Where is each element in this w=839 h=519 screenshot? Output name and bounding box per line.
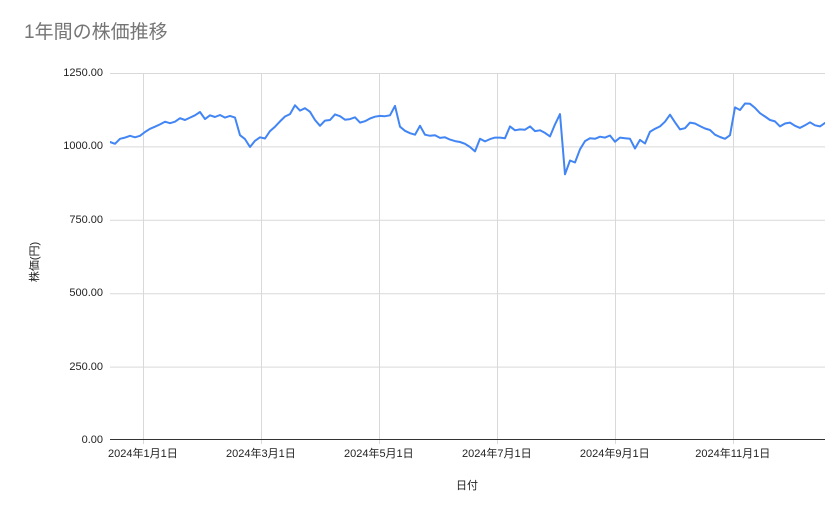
plot-area	[110, 73, 825, 444]
x-tick-label: 2024年5月1日	[343, 448, 414, 460]
y-axis-title: 株価(円)	[29, 241, 41, 283]
y-tick-label: 0.00	[81, 434, 103, 446]
price-line	[110, 102, 825, 176]
x-tick-label: 2024年7月1日	[461, 448, 532, 460]
x-tick-label: 2024年1月1日	[108, 448, 178, 460]
x-axis-title: 日付	[456, 480, 478, 492]
x-tick-label: 2024年9月1日	[579, 448, 650, 460]
y-tick-label: 750.00	[69, 213, 103, 226]
x-tick-label: 2024年3月1日	[226, 448, 296, 460]
y-tick-label: 1000.00	[63, 140, 103, 153]
gridlines	[110, 73, 825, 444]
chart-title: 1年間の株価推移	[24, 22, 168, 43]
y-tick-label: 250.00	[69, 360, 103, 373]
y-tick-label: 1250.00	[63, 67, 103, 79]
x-tick-label: 2024年11月1日	[695, 448, 771, 460]
y-tick-label: 500.00	[69, 287, 103, 300]
